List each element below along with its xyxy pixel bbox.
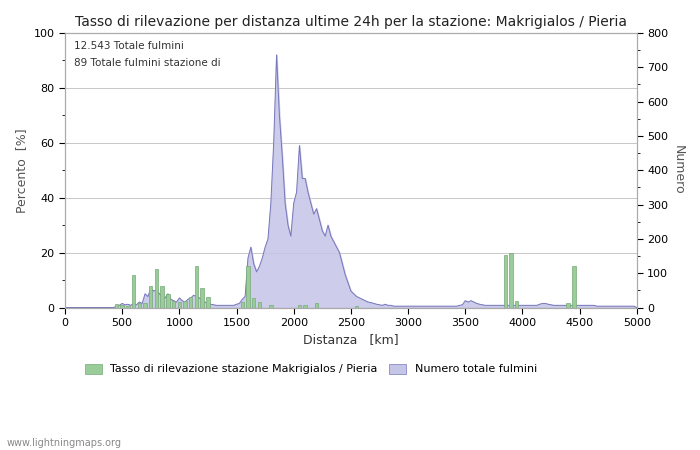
- Bar: [303, 305, 307, 307]
- Bar: [241, 302, 244, 307]
- Text: www.lightningmaps.org: www.lightningmaps.org: [7, 438, 122, 448]
- Title: Tasso di rilevazione per distanza ultime 24h per la stazione: Makrigialos / Pier: Tasso di rilevazione per distanza ultime…: [75, 15, 627, 29]
- Bar: [126, 306, 130, 307]
- Bar: [315, 303, 318, 307]
- Bar: [189, 297, 192, 307]
- Bar: [149, 286, 153, 307]
- Y-axis label: Percento  [%]: Percento [%]: [15, 128, 28, 212]
- X-axis label: Distanza   [km]: Distanza [km]: [303, 333, 399, 346]
- Bar: [206, 297, 209, 307]
- Bar: [269, 305, 272, 307]
- Bar: [115, 304, 118, 307]
- Bar: [252, 298, 256, 307]
- Bar: [138, 303, 141, 307]
- Bar: [172, 301, 175, 307]
- Legend: Tasso di rilevazione stazione Makrigialos / Pieria, Numero totale fulmini: Tasso di rilevazione stazione Makrigialo…: [80, 359, 541, 379]
- Bar: [572, 266, 575, 307]
- Bar: [355, 306, 358, 307]
- Bar: [144, 303, 147, 307]
- Bar: [166, 294, 169, 307]
- Bar: [195, 266, 198, 307]
- Bar: [298, 305, 301, 307]
- Bar: [155, 269, 158, 307]
- Text: 89 Totale fulmini stazione di: 89 Totale fulmini stazione di: [74, 58, 220, 68]
- Bar: [183, 301, 187, 307]
- Bar: [515, 301, 519, 307]
- Text: 12.543 Totale fulmini: 12.543 Totale fulmini: [74, 41, 183, 51]
- Bar: [503, 255, 507, 307]
- Bar: [132, 274, 135, 307]
- Bar: [160, 286, 164, 307]
- Bar: [566, 303, 570, 307]
- Bar: [178, 302, 181, 307]
- Bar: [258, 302, 261, 307]
- Bar: [510, 252, 512, 307]
- Bar: [246, 266, 250, 307]
- Y-axis label: Numero: Numero: [672, 145, 685, 195]
- Bar: [200, 288, 204, 307]
- Bar: [120, 306, 124, 307]
